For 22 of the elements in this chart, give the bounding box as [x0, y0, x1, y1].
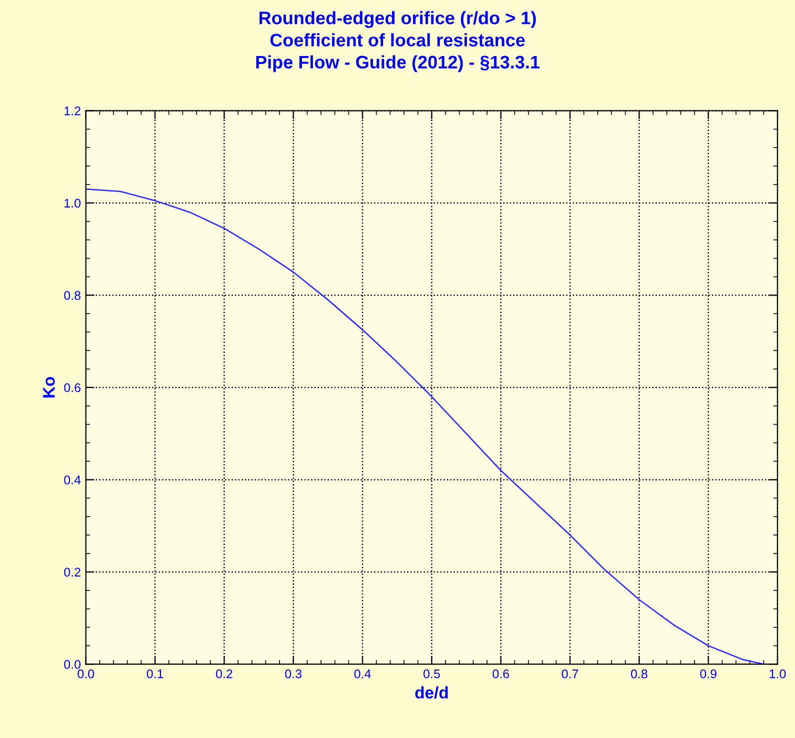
x-tick-label: 0.9	[700, 669, 716, 678]
x-tick-label: 0.8	[630, 669, 648, 678]
y-axis-title: Ko	[43, 376, 55, 398]
x-tick-label: 1.0	[770, 669, 786, 678]
y-tick-label: 1.2	[64, 106, 80, 116]
y-tick-label: 0.0	[64, 660, 81, 669]
y-tick-label: 0.4	[64, 476, 81, 484]
y-tick-label: 0.6	[64, 383, 80, 392]
x-tick-label: 0.0	[78, 669, 94, 678]
x-tick-label: 0.5	[423, 669, 440, 678]
x-tick-label: 0.3	[285, 669, 302, 678]
y-tick-label: 0.8	[64, 291, 80, 300]
y-tick-label: 0.2	[64, 568, 80, 577]
x-tick-label: 0.1	[146, 669, 164, 678]
x-tick-label: 0.7	[562, 669, 578, 678]
y-tick-label: 1.0	[64, 198, 81, 208]
line-series	[86, 188, 764, 664]
x-tick-label: 0.2	[216, 669, 232, 678]
chart-title: Rounded-edged orifice (r/do > 1) Coefficient of local resistance Pipe Flow - Guide (2012) - §13.3.1	[256, 11, 540, 72]
x-axis-title: de/d	[415, 686, 448, 699]
x-tick-label: 0.6	[492, 669, 509, 678]
x-tick-label: 0.4	[354, 669, 371, 678]
